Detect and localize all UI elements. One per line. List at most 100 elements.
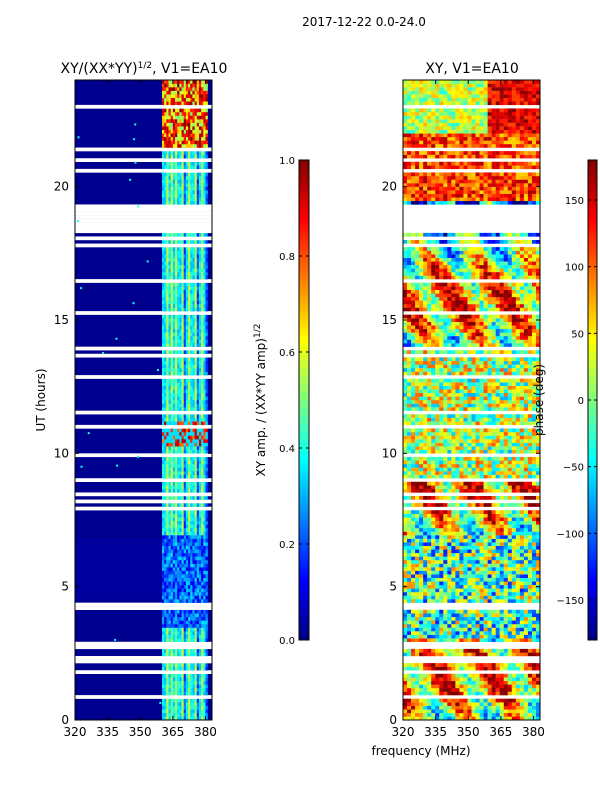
amplitude-gap-row (75, 346, 212, 351)
phase-cell (499, 560, 504, 564)
phase-cell (523, 549, 529, 554)
amplitude-cell (190, 328, 193, 333)
amplitude-cell (194, 140, 197, 145)
phase-cell (423, 524, 428, 529)
amplitude-cell (205, 545, 208, 550)
amplitude-cell (198, 94, 202, 98)
amplitude-cell (188, 282, 191, 287)
amplitude-cell (185, 698, 189, 703)
amplitude-cell (168, 293, 171, 298)
amplitude-cell (179, 549, 182, 554)
amplitude-cell (168, 716, 171, 720)
amplitude-cell (185, 129, 189, 134)
phase-cell (407, 574, 412, 578)
phase-cell (475, 648, 480, 653)
phase-cell (479, 666, 484, 671)
phase-cell (491, 574, 496, 578)
phase-cell (499, 648, 504, 653)
phase-cell (443, 538, 448, 543)
phase-cell (439, 634, 444, 639)
phase-cell (455, 567, 460, 571)
amplitude-cell (185, 620, 189, 625)
phase-cell (535, 574, 540, 578)
phase-cell (435, 496, 440, 500)
amplitude-colorbar-label: XY amp. / (XX*YY amp)1/2 (253, 324, 268, 477)
amplitude-cell (183, 549, 187, 554)
amplitude-cell (170, 712, 174, 717)
phase-cell (503, 702, 508, 706)
phase-cell (423, 702, 428, 706)
phase-cell (479, 716, 484, 720)
amplitude-cell (190, 83, 193, 88)
amplitude-cell (161, 389, 165, 394)
phase-cell (455, 528, 460, 532)
phase-cell (419, 631, 424, 635)
phase-cell (467, 581, 472, 586)
phase-cell (495, 520, 500, 525)
amplitude-cell (161, 520, 165, 525)
phase-cell (423, 627, 428, 632)
amplitude-cell (190, 389, 193, 394)
phase-cell (419, 691, 424, 696)
amplitude-cell (177, 577, 180, 582)
amplitude-cell (179, 705, 182, 710)
amplitude-cell (172, 94, 176, 98)
amplitude-cell (188, 286, 191, 290)
phase-cell (443, 624, 448, 628)
amplitude-cell (192, 634, 195, 639)
phase-cell (407, 560, 412, 564)
amplitude-cell (196, 545, 200, 550)
amplitude-cell (188, 439, 191, 443)
amplitude-cell (161, 392, 165, 397)
amplitude-cell (168, 698, 171, 703)
amplitude-cell (168, 186, 171, 191)
amplitude-cell (185, 428, 189, 433)
amplitude-cell (192, 90, 195, 95)
amplitude-cell (201, 336, 204, 340)
phase-cell (411, 531, 416, 536)
amplitude-cell (198, 190, 202, 194)
amplitude-cell (205, 574, 208, 578)
amplitude-cell (201, 307, 204, 312)
amplitude-cell (166, 698, 169, 703)
amplitude-cell (205, 513, 208, 518)
amplitude-cell (201, 179, 204, 184)
amplitude-cell (188, 648, 191, 653)
phase-cell (475, 584, 480, 589)
phase-cell (467, 574, 472, 578)
amplitude-cell (170, 474, 174, 479)
amplitude-cell (164, 531, 167, 536)
phase-cell (431, 588, 436, 593)
phase-cell (467, 613, 472, 618)
amplitude-cell (161, 275, 165, 280)
amplitude-cell (170, 378, 174, 383)
amplitude-cell (203, 87, 206, 91)
phase-cell (411, 517, 416, 522)
amplitude-cell (172, 709, 176, 714)
amplitude-cell (175, 101, 178, 106)
amplitude-cell (179, 90, 182, 95)
amplitude-cell (198, 538, 202, 543)
amplitude-cell (164, 183, 167, 187)
amplitude-cell (175, 115, 178, 120)
amplitude-cell (177, 460, 180, 465)
amplitude-cell (203, 513, 206, 518)
amplitude-cell (203, 240, 206, 244)
amplitude-cell (168, 179, 171, 184)
amplitude-cell (161, 712, 165, 717)
amplitude-cell (170, 314, 174, 319)
amplitude-cell (181, 474, 184, 479)
amplitude-cell (161, 652, 165, 657)
phase-cell (531, 688, 537, 692)
amplitude-cell (196, 261, 200, 266)
amplitude-cell (181, 200, 184, 205)
amplitude-cell (170, 136, 174, 141)
amplitude-cell (175, 705, 178, 710)
phase-cell (487, 528, 492, 532)
amplitude-cell (205, 314, 208, 319)
amplitude-cell (161, 144, 165, 148)
phase-cell (411, 570, 416, 575)
amplitude-cell (161, 83, 165, 88)
phase-cell (443, 613, 448, 618)
amplitude-cell (205, 542, 208, 546)
